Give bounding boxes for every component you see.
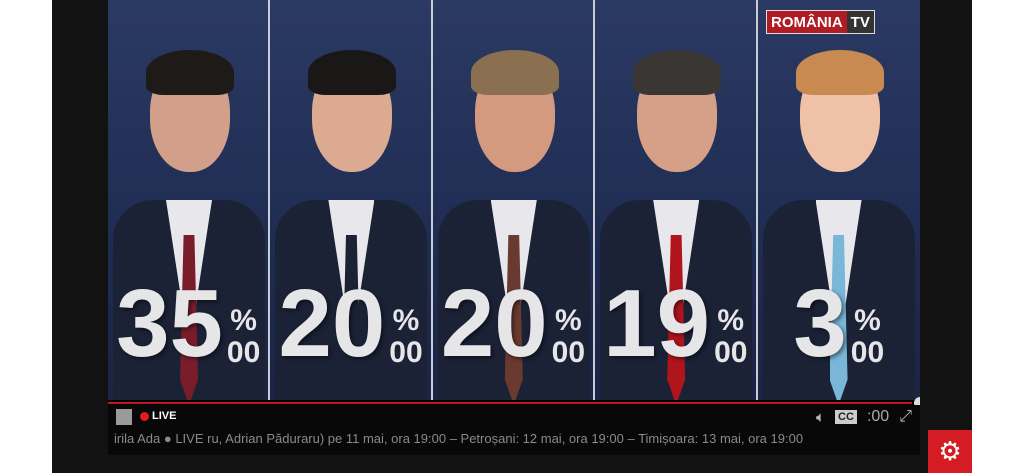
candidate-panel: 19 % 00 [595,0,758,400]
candidate-tie [667,235,686,400]
live-dot-icon [140,411,149,421]
unit-bottom: 00 [389,335,423,369]
live-label: LIVE [152,410,177,422]
ticker-text: irila Ada ● LIVE ru, Adrian Păduraru) pe… [114,431,804,446]
unit-top: % [230,304,257,337]
percent-value: 3 [793,270,847,377]
candidate-percentage: 3 % 00 [758,262,920,372]
news-ticker: LIVE 🔈︎ CC :00 ⤢ irila Ada ● LIVE ru, Ad… [108,405,920,455]
percent-value: 19 [603,270,711,377]
progress-thumb[interactable] [914,397,920,409]
unit-bottom: 00 [850,335,885,369]
volume-icon[interactable]: 🔈︎ [816,408,826,426]
unit-top: % [392,304,420,337]
gear-icon: ⚙ [938,436,962,466]
unit-bottom: 00 [714,335,748,369]
candidate-hair [470,50,559,95]
unit-top: % [717,304,745,337]
unit-bottom: 00 [226,335,261,369]
video-frame[interactable]: 35 % 00 20 % 00 20 % 00 19 % 00 3 % 00 ROMÂNI… [108,0,920,455]
candidate-hair [146,50,234,95]
settings-button[interactable]: ⚙ [928,430,972,473]
candidate-percentage: 20 % 00 [270,262,430,372]
percent-unit: % 00 [227,305,260,372]
unit-top: % [555,304,582,337]
candidate-percentage: 35 % 00 [108,262,268,372]
percent-unit: % 00 [552,305,585,372]
right-controls: 🔈︎ CC :00 ⤢ [816,407,912,427]
candidate-tie [342,235,361,400]
candidate-panel: 20 % 00 [270,0,433,400]
candidate-panel: 3 % 00 [757,0,920,400]
unit-bottom: 00 [551,335,586,369]
percent-unit: % 00 [851,305,884,372]
percent-value: 20 [440,270,548,377]
candidate-percentage: 20 % 00 [433,262,593,372]
progress-bar[interactable] [108,402,912,404]
candidate-panels: 35 % 00 20 % 00 20 % 00 19 % 00 3 % 00 [108,0,920,400]
video-player: 35 % 00 20 % 00 20 % 00 19 % 00 3 % 00 ROMÂNI… [52,0,972,473]
candidate-tie [829,235,848,400]
fullscreen-icon[interactable]: ⤢ [899,408,912,425]
percent-value: 35 [116,270,223,377]
stop-icon[interactable] [116,409,132,425]
candidate-tie [504,235,523,400]
candidate-tie [180,235,198,400]
captions-button[interactable]: CC [835,410,857,424]
channel-logo: ROMÂNIA TV [766,10,875,34]
candidate-percentage: 19 % 00 [595,262,755,372]
logo-text: ROMÂNIA [767,11,847,33]
player-controls: LIVE 🔈︎ CC :00 ⤢ [108,407,920,427]
live-indicator[interactable]: LIVE [140,410,176,422]
percent-unit: % 00 [389,305,422,372]
unit-top: % [854,304,881,337]
percent-unit: % 00 [714,305,747,372]
candidate-panel: 20 % 00 [432,0,596,400]
candidate-hair [795,50,884,95]
candidate-hair [308,50,397,95]
candidate-hair [633,50,722,95]
candidate-panel: 35 % 00 [108,0,271,400]
percent-value: 20 [278,270,386,377]
time-display: :00 [866,408,890,425]
logo-tv: TV [846,11,874,33]
